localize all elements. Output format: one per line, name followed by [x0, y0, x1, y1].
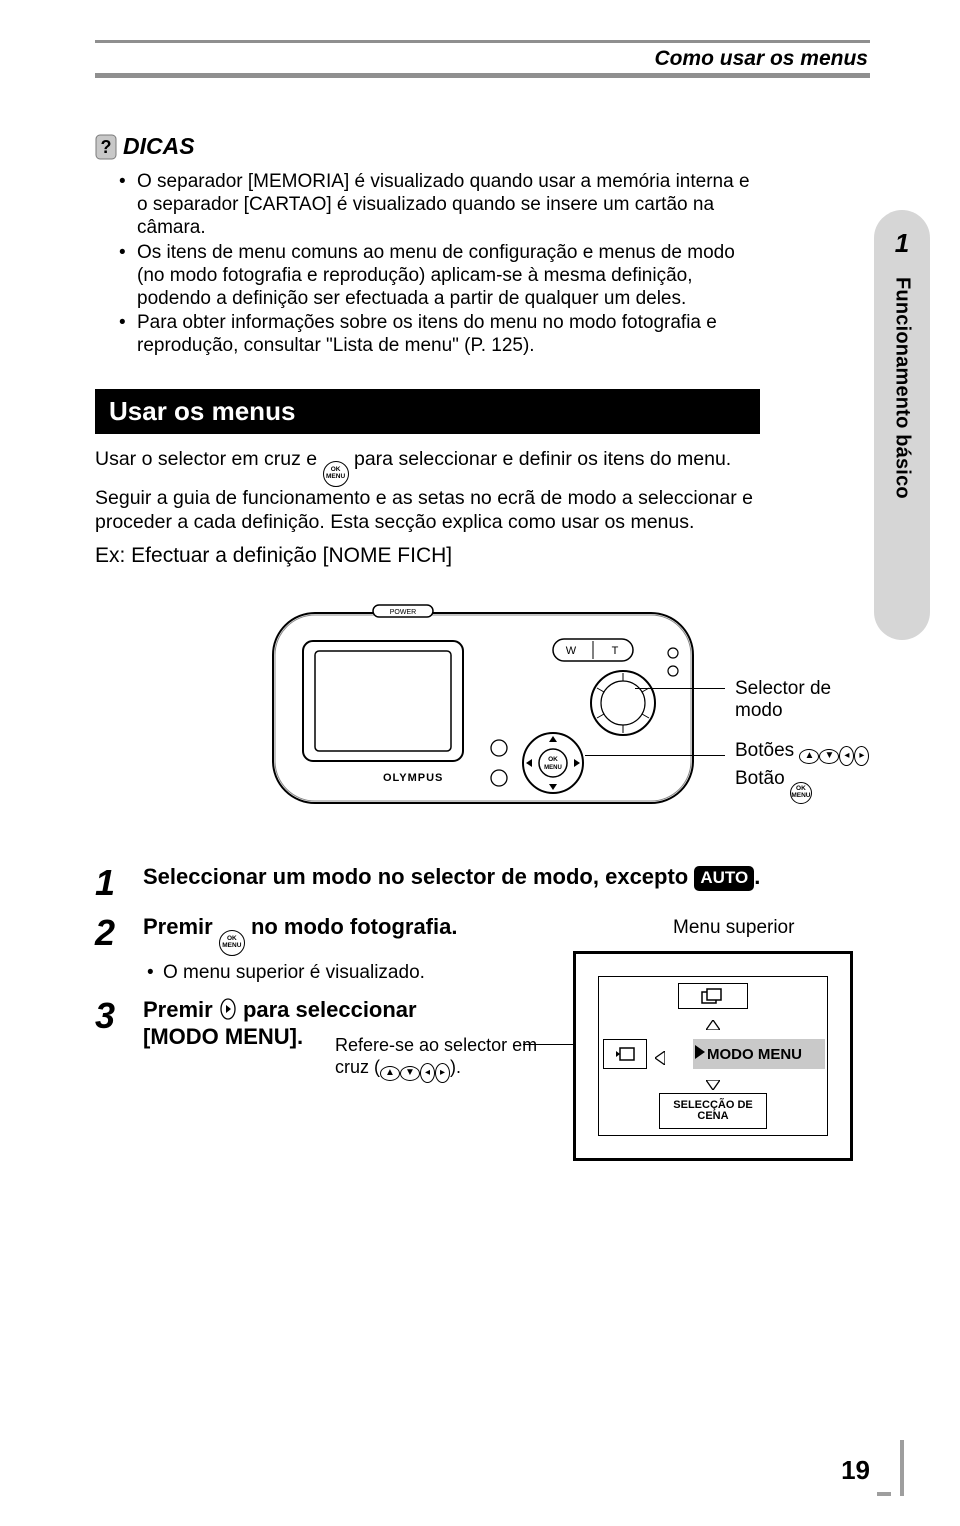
- example-line: Ex: Efectuar a definição [NOME FICH]: [95, 544, 870, 568]
- page-header-title: Como usar os menus: [95, 47, 870, 71]
- tips-list: O separador [MEMORIA] é visualizado quan…: [95, 170, 870, 357]
- svg-text:W: W: [565, 645, 576, 657]
- tips-label: DICAS: [123, 133, 195, 160]
- intro-text: Usar o selector em cruz e: [95, 448, 323, 470]
- section-heading-bar: Usar os menus: [95, 389, 760, 434]
- modo-menu-highlight: MODO MENU: [693, 1039, 825, 1069]
- tips-block: ? DICAS O separador [MEMORIA] é visualiz…: [95, 133, 870, 357]
- section-intro: Usar o selector em cruz e OKMENU para se…: [95, 448, 870, 534]
- page-number: 19: [841, 1455, 870, 1486]
- header-rule-bottom: [95, 73, 870, 78]
- svg-text:MENU: MENU: [544, 765, 562, 771]
- camera-illustration: POWER W T OK MENU: [263, 593, 703, 823]
- page-number-decoration: [878, 1440, 904, 1496]
- callout-button-label: Botão: [735, 768, 790, 789]
- step-title-text: Premir: [143, 914, 219, 939]
- ok-menu-icon: OKMENU: [323, 461, 349, 487]
- svg-text:OK: OK: [548, 756, 558, 763]
- left-menu-item: [603, 1039, 647, 1069]
- question-icon: ?: [95, 134, 117, 160]
- scene-select-box: SELECÇÃO DE CENA: [659, 1093, 767, 1129]
- svg-text:?: ?: [101, 137, 112, 157]
- sequence-icon: [701, 988, 725, 1004]
- callout-mode-selector: Selector de modo: [735, 678, 870, 722]
- up-arrow-icon: [706, 1017, 720, 1035]
- scene-select-label: CENA: [697, 1111, 728, 1123]
- chapter-label: Funcionamento básico: [891, 277, 914, 499]
- left-arrow-icon: [655, 1051, 665, 1070]
- right-arrow-icon: [219, 998, 237, 1020]
- auto-mode-icon: AUTO: [694, 866, 754, 890]
- svg-text:POWER: POWER: [389, 609, 415, 616]
- callout-buttons: Botões ▲▼◂▸ Botão OKMENU: [735, 738, 869, 804]
- chapter-number: 1: [895, 228, 909, 259]
- steps-list: 1 Seleccionar um modo no selector de mod…: [95, 863, 870, 1051]
- callout-buttons-label: Botões: [735, 740, 799, 761]
- step-1: 1 Seleccionar um modo no selector de mod…: [95, 863, 870, 901]
- selector-cross-note: Refere-se ao selector em cruz (▲▼◂▸).: [335, 1035, 545, 1083]
- modo-menu-label: MODO MENU: [707, 1046, 802, 1063]
- menu-superior-label: Menu superior: [673, 917, 794, 939]
- step-number: 2: [95, 913, 143, 951]
- header-rule-top: [95, 40, 870, 43]
- step-title-text: Premir: [143, 997, 219, 1022]
- step-number: 3: [95, 996, 143, 1034]
- svg-text:T: T: [611, 645, 618, 657]
- selector-note-text: ).: [450, 1057, 461, 1077]
- step-title-text: .: [754, 864, 760, 889]
- ok-menu-icon: OKMENU: [219, 930, 245, 956]
- camera-illustration-area: POWER W T OK MENU: [95, 593, 870, 833]
- svg-text:OLYMPUS: OLYMPUS: [383, 772, 443, 784]
- tips-item: Para obter informações sobre os itens do…: [137, 311, 760, 357]
- step-title-text: Seleccionar um modo no selector de modo,…: [143, 864, 694, 889]
- tips-item: O separador [MEMORIA] é visualizado quan…: [137, 170, 760, 240]
- menu-screen-mock: MODO MENU SELECÇÃO DE CENA: [573, 951, 853, 1161]
- tips-item: Os itens de menu comuns ao menu de confi…: [137, 241, 760, 311]
- step-number: 1: [95, 863, 143, 901]
- step-title-text: no modo fotografia.: [245, 914, 458, 939]
- chapter-side-tab: 1 Funcionamento básico: [874, 210, 930, 640]
- right-arrow-icon: [695, 1045, 705, 1063]
